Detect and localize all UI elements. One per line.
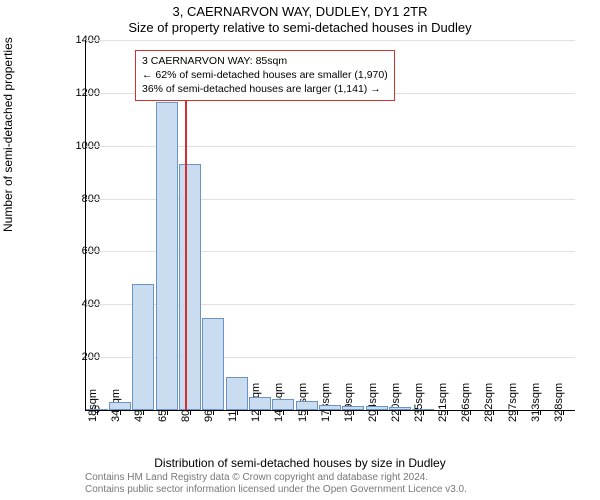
x-tick-mark bbox=[143, 410, 144, 415]
bar bbox=[156, 102, 178, 410]
footer-line2: Contains public sector information licen… bbox=[85, 484, 467, 496]
annotation-line1: 3 CAERNARVON WAY: 85sqm bbox=[142, 54, 388, 68]
x-tick-mark bbox=[517, 410, 518, 415]
marker-line bbox=[185, 98, 187, 410]
x-tick-mark bbox=[260, 410, 261, 415]
annotation-line2: ← 62% of semi-detached houses are smalle… bbox=[142, 68, 388, 82]
chart-container: 3, CAERNARVON WAY, DUDLEY, DY1 2TR Size … bbox=[0, 0, 600, 500]
x-tick-mark bbox=[493, 410, 494, 415]
x-tick-mark bbox=[353, 410, 354, 415]
footer-line1: Contains HM Land Registry data © Crown c… bbox=[85, 472, 467, 484]
bar bbox=[109, 402, 131, 410]
y-axis-label: Number of semi-detached properties bbox=[1, 37, 15, 232]
x-tick-mark bbox=[423, 410, 424, 415]
x-axis-label: Distribution of semi-detached houses by … bbox=[0, 456, 600, 470]
bar bbox=[202, 318, 224, 411]
x-tick-mark bbox=[283, 410, 284, 415]
bar bbox=[249, 397, 271, 410]
x-tick-mark bbox=[377, 410, 378, 415]
chart-title-line1: 3, CAERNARVON WAY, DUDLEY, DY1 2TR bbox=[0, 4, 600, 19]
y-axis-line bbox=[85, 40, 86, 410]
x-tick-mark bbox=[540, 410, 541, 415]
bar bbox=[226, 377, 248, 410]
footer-text: Contains HM Land Registry data © Crown c… bbox=[85, 472, 467, 496]
bar bbox=[179, 164, 201, 410]
x-tick-mark bbox=[120, 410, 121, 415]
x-tick-mark bbox=[213, 410, 214, 415]
x-tick-mark bbox=[237, 410, 238, 415]
x-tick-mark bbox=[447, 410, 448, 415]
x-tick-mark bbox=[563, 410, 564, 415]
x-tick-mark bbox=[400, 410, 401, 415]
annotation-box: 3 CAERNARVON WAY: 85sqm ← 62% of semi-de… bbox=[135, 50, 395, 101]
chart-title-line2: Size of property relative to semi-detach… bbox=[0, 20, 600, 35]
bar bbox=[272, 399, 294, 410]
x-tick-mark bbox=[307, 410, 308, 415]
x-tick-mark bbox=[97, 410, 98, 415]
bar bbox=[132, 284, 154, 410]
gridline-h bbox=[85, 40, 575, 41]
annotation-line3: 36% of semi-detached houses are larger (… bbox=[142, 82, 388, 96]
x-tick-mark bbox=[190, 410, 191, 415]
x-tick-mark bbox=[330, 410, 331, 415]
x-tick-mark bbox=[470, 410, 471, 415]
x-tick-mark bbox=[167, 410, 168, 415]
bar bbox=[296, 401, 318, 410]
